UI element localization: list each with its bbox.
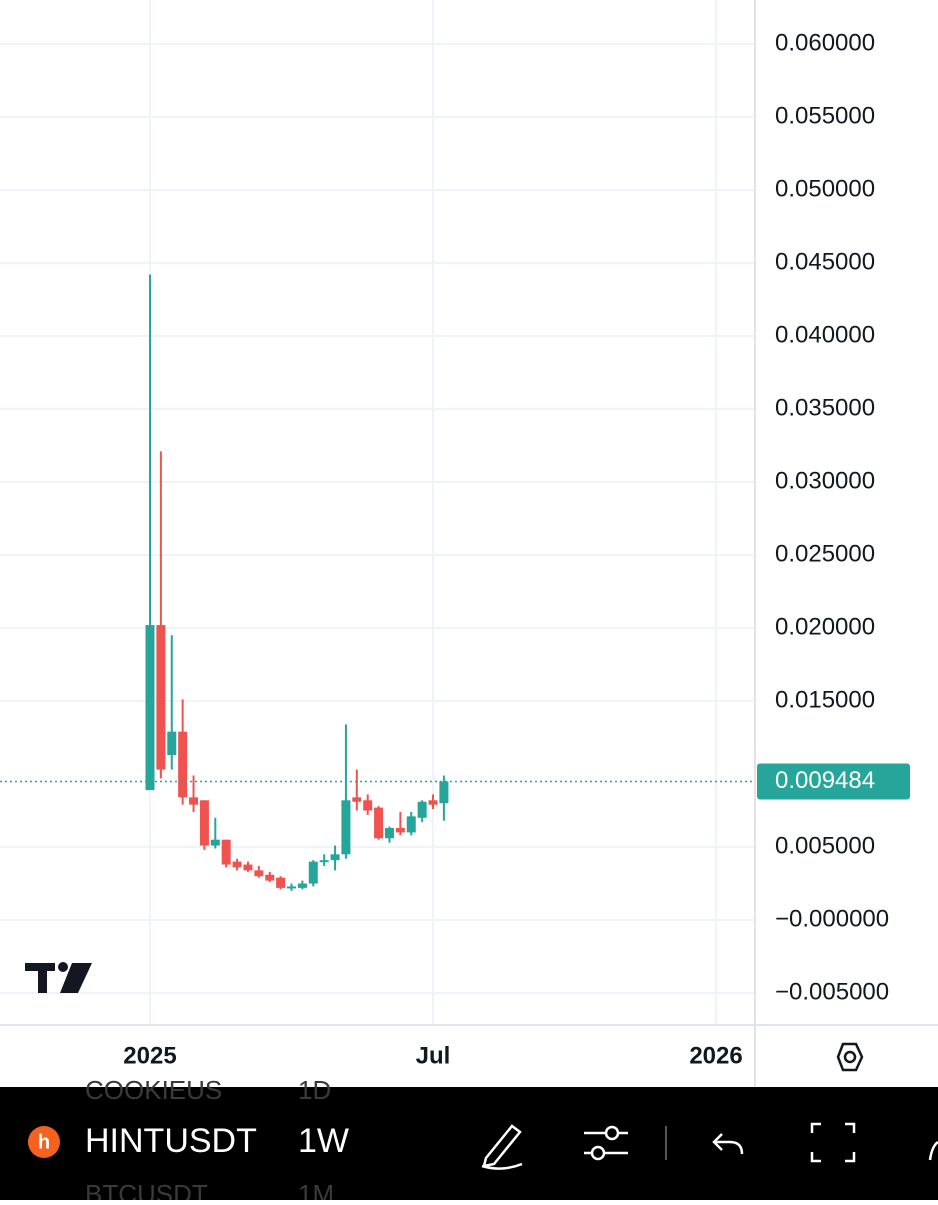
candle-body <box>297 883 307 888</box>
y-tick-label: 0.050000 <box>775 175 875 202</box>
candle-body <box>199 800 209 846</box>
candle-body <box>189 797 199 805</box>
y-tick-label: 0.045000 <box>775 248 875 275</box>
y-tick-label: 0.055000 <box>775 102 875 129</box>
candle-body <box>221 839 231 865</box>
interval-above: 1D <box>298 1075 331 1105</box>
candle-body <box>210 839 220 846</box>
y-tick-label: −0.005000 <box>775 978 889 1005</box>
x-tick-label: 2025 <box>123 1042 176 1069</box>
y-tick-label: 0.035000 <box>775 394 875 421</box>
more-icon[interactable] <box>928 1140 938 1161</box>
candle-body <box>287 886 297 889</box>
interval-below: 1M <box>298 1179 334 1200</box>
candle-body <box>145 625 155 791</box>
candle-body <box>428 800 438 805</box>
candle-body <box>341 800 351 855</box>
toolbar <box>0 1087 938 1200</box>
last-price-label: 0.009484 <box>775 767 875 794</box>
interval[interactable]: 1W <box>298 1122 349 1160</box>
candle-body <box>417 801 427 818</box>
candle-body <box>265 874 275 881</box>
candle-body <box>319 860 329 863</box>
candle-body <box>406 816 416 833</box>
undo-icon[interactable] <box>712 1133 744 1155</box>
candles <box>145 274 449 891</box>
candle-body <box>243 864 253 871</box>
y-tick-label: 0.040000 <box>775 321 875 348</box>
candle-body <box>156 625 166 770</box>
candle-body <box>167 731 177 756</box>
candle-body <box>439 781 449 804</box>
y-tick-label: 0.025000 <box>775 540 875 567</box>
y-tick-label: 0.005000 <box>775 832 875 859</box>
candle-body <box>276 877 286 888</box>
candle-body <box>363 800 373 811</box>
candle-body <box>254 870 264 877</box>
candle-body <box>308 861 318 884</box>
y-tick-label: −0.000000 <box>775 905 889 932</box>
settings-icon[interactable] <box>836 1042 864 1072</box>
candle-body <box>384 828 394 839</box>
tradingview-logo <box>25 962 92 993</box>
y-tick-label: 0.030000 <box>775 467 875 494</box>
y-tick-label: 0.020000 <box>775 613 875 640</box>
x-tick-label: 2026 <box>689 1042 742 1069</box>
indicators-icon[interactable] <box>584 1125 628 1161</box>
fullscreen-icon[interactable] <box>810 1122 856 1163</box>
draw-icon[interactable] <box>481 1124 523 1170</box>
y-tick-label: 0.015000 <box>775 686 875 713</box>
symbol[interactable]: HINTUSDT <box>85 1122 257 1160</box>
x-tick-label: Jul <box>416 1042 451 1069</box>
candle-body <box>395 828 405 833</box>
symbol-below: BTCUSDT <box>85 1179 208 1200</box>
y-tick-label: 0.060000 <box>775 29 875 56</box>
candle-body <box>330 854 340 861</box>
candle-body <box>352 797 362 802</box>
last-price-badge <box>757 763 910 800</box>
symbol-above: COOKIEUS <box>85 1075 222 1105</box>
candle-body <box>374 807 384 839</box>
symbol-logo-text: h <box>38 1131 50 1153</box>
background <box>0 0 938 1087</box>
symbol-logo <box>28 1126 60 1158</box>
candle-body <box>232 861 242 868</box>
candle-body <box>178 731 188 798</box>
